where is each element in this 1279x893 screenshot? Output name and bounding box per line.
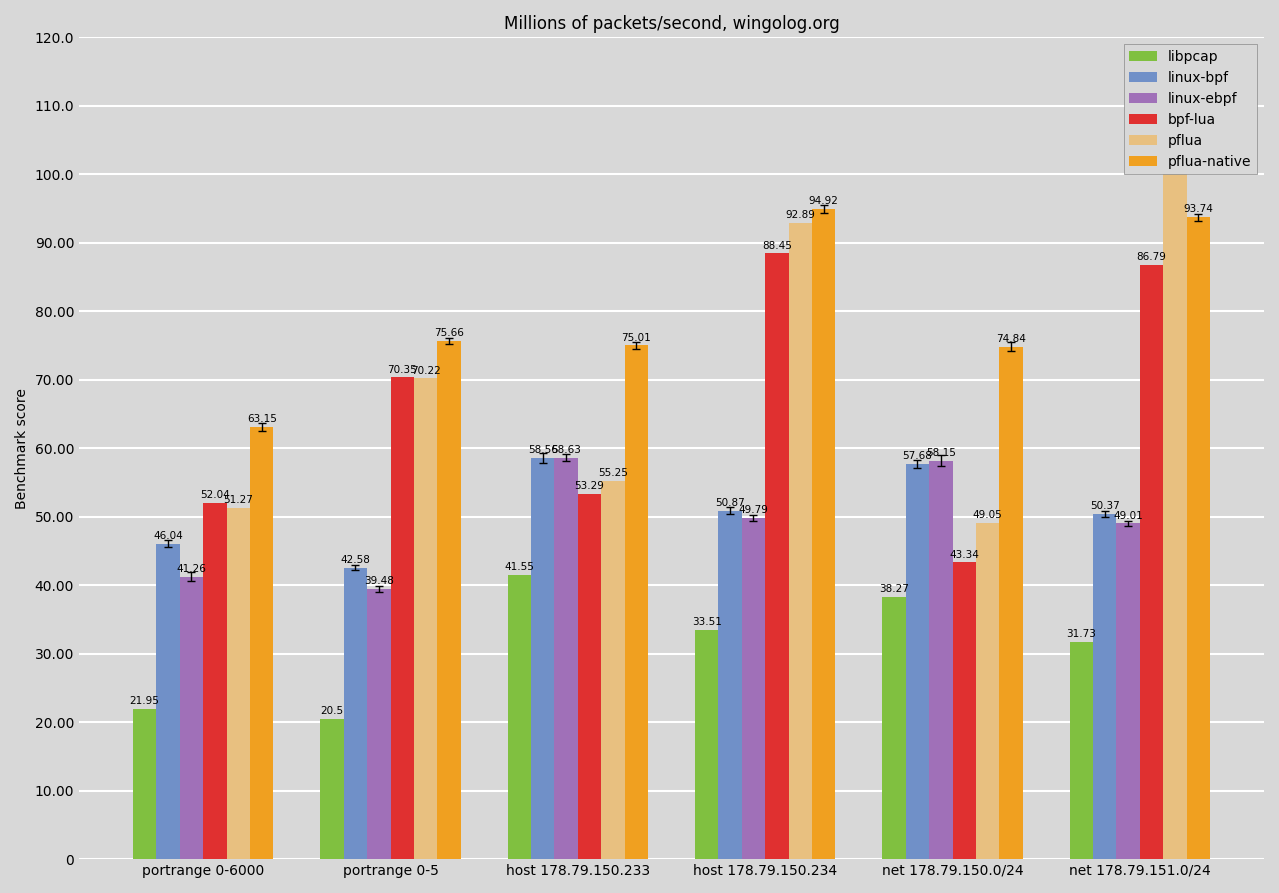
Bar <box>1187 217 1210 859</box>
Text: 88.45: 88.45 <box>762 240 792 251</box>
Text: 55.25: 55.25 <box>599 468 628 478</box>
Text: 75.01: 75.01 <box>622 333 651 343</box>
Text: 41.55: 41.55 <box>504 562 535 572</box>
Bar <box>929 461 953 859</box>
Bar <box>999 346 1023 859</box>
Bar <box>414 379 437 859</box>
Text: 52.04: 52.04 <box>200 490 230 500</box>
Text: 57.68: 57.68 <box>903 451 932 462</box>
Text: 49.79: 49.79 <box>738 505 769 515</box>
Bar <box>976 523 999 859</box>
Legend: libpcap, linux-bpf, linux-ebpf, bpf-lua, pflua, pflua-native: libpcap, linux-bpf, linux-ebpf, bpf-lua,… <box>1123 45 1257 174</box>
Bar <box>180 577 203 859</box>
Text: 33.51: 33.51 <box>692 617 721 627</box>
Text: 39.48: 39.48 <box>363 576 394 586</box>
Bar <box>719 511 742 859</box>
Bar <box>624 346 648 859</box>
Bar <box>1164 153 1187 859</box>
Bar <box>437 341 460 859</box>
Text: 46.04: 46.04 <box>153 531 183 541</box>
Text: 93.74: 93.74 <box>1183 204 1214 214</box>
Bar <box>953 563 976 859</box>
Text: 41.26: 41.26 <box>177 563 206 574</box>
Text: 94.92: 94.92 <box>808 196 839 206</box>
Text: 49.01: 49.01 <box>1113 511 1143 521</box>
Title: Millions of packets/second, wingolog.org: Millions of packets/second, wingolog.org <box>504 15 839 33</box>
Text: 20.5: 20.5 <box>321 706 344 716</box>
Text: 53.29: 53.29 <box>574 481 605 491</box>
Bar <box>390 378 414 859</box>
Text: 50.37: 50.37 <box>1090 502 1119 512</box>
Bar <box>344 568 367 859</box>
Text: 63.15: 63.15 <box>247 414 276 424</box>
Text: 42.58: 42.58 <box>340 555 371 564</box>
Text: 92.89: 92.89 <box>785 210 815 221</box>
Bar <box>765 254 789 859</box>
Bar <box>531 458 554 859</box>
Text: 21.95: 21.95 <box>129 696 160 706</box>
Bar <box>554 457 578 859</box>
Text: 70.22: 70.22 <box>411 365 440 375</box>
Bar <box>367 588 390 859</box>
Text: 58.56: 58.56 <box>528 446 558 455</box>
Bar <box>789 223 812 859</box>
Bar <box>133 709 156 859</box>
Bar <box>320 719 344 859</box>
Bar <box>226 508 249 859</box>
Bar <box>601 480 624 859</box>
Bar <box>694 630 719 859</box>
Text: 31.73: 31.73 <box>1067 629 1096 639</box>
Text: 70.35: 70.35 <box>388 364 417 375</box>
Text: 103.1: 103.1 <box>1160 140 1189 150</box>
Text: 86.79: 86.79 <box>1137 252 1166 262</box>
Text: 49.05: 49.05 <box>973 511 1003 521</box>
Y-axis label: Benchmark score: Benchmark score <box>15 388 29 509</box>
Bar <box>742 518 765 859</box>
Bar <box>1069 642 1094 859</box>
Text: 50.87: 50.87 <box>715 498 744 508</box>
Text: 51.27: 51.27 <box>224 496 253 505</box>
Text: 74.84: 74.84 <box>996 334 1026 344</box>
Bar <box>249 427 274 859</box>
Bar <box>1140 264 1164 859</box>
Text: 43.34: 43.34 <box>949 549 980 560</box>
Bar <box>1117 523 1140 859</box>
Text: 38.27: 38.27 <box>879 584 909 595</box>
Bar <box>906 464 929 859</box>
Bar <box>1094 514 1117 859</box>
Text: 58.15: 58.15 <box>926 448 955 458</box>
Text: 58.63: 58.63 <box>551 445 581 455</box>
Text: 75.66: 75.66 <box>434 329 464 338</box>
Bar <box>508 574 531 859</box>
Bar <box>156 544 180 859</box>
Bar <box>812 209 835 859</box>
Bar <box>883 597 906 859</box>
Bar <box>578 494 601 859</box>
Bar <box>203 503 226 859</box>
